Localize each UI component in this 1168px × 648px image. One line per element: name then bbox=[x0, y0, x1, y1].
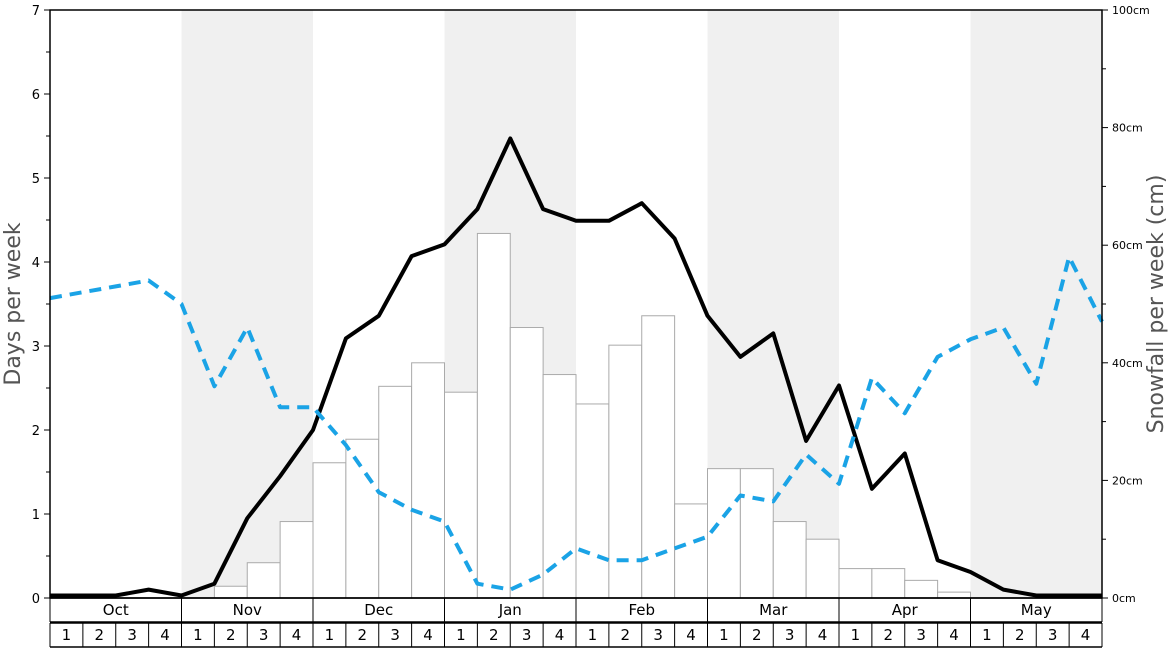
week-label: 1 bbox=[851, 626, 861, 644]
week-label: 4 bbox=[686, 626, 696, 644]
month-label-dec: Dec bbox=[364, 601, 393, 619]
month-label-jan: Jan bbox=[498, 601, 522, 619]
solid-line-series bbox=[50, 136, 1102, 598]
snowfall-bar bbox=[542, 374, 577, 599]
week-label: 1 bbox=[719, 626, 729, 644]
month-shade-may bbox=[970, 10, 1102, 598]
snowfall-bar bbox=[476, 232, 511, 599]
week-label: 4 bbox=[423, 626, 433, 644]
week-label: 2 bbox=[1015, 626, 1025, 644]
snowfall-bar bbox=[739, 468, 774, 599]
left-axis-title: Days per week bbox=[1, 222, 26, 385]
snowfall-bar bbox=[871, 568, 906, 599]
right-tick-label: 80cm bbox=[1112, 122, 1143, 135]
snowfall-bar bbox=[707, 468, 741, 599]
left-tick-label: 4 bbox=[32, 256, 40, 271]
snowfall-bar bbox=[411, 362, 445, 599]
snowfall-bar bbox=[213, 585, 248, 599]
week-label: 4 bbox=[555, 626, 565, 644]
week-label: 3 bbox=[916, 626, 926, 644]
left-tick-label: 2 bbox=[32, 424, 40, 439]
right-tick-label: 100cm bbox=[1112, 4, 1150, 17]
snowfall-bar bbox=[279, 521, 314, 599]
left-tick-label: 6 bbox=[32, 88, 40, 103]
snowfall-bar bbox=[805, 538, 840, 599]
month-shade-nov bbox=[181, 10, 313, 598]
right-axis-title: Snowfall per week (cm) bbox=[1144, 175, 1168, 434]
week-label: 2 bbox=[358, 626, 368, 644]
week-label: 3 bbox=[259, 626, 269, 644]
week-label: 3 bbox=[653, 626, 663, 644]
right-tick-label: 60cm bbox=[1112, 239, 1143, 252]
snowfall-bar bbox=[674, 503, 708, 599]
snowfall-bar bbox=[838, 568, 873, 599]
snowfall-bar bbox=[641, 315, 676, 599]
snowfall-bar bbox=[904, 579, 939, 599]
month-label-may: May bbox=[1021, 601, 1052, 619]
month-label-nov: Nov bbox=[233, 601, 262, 619]
right-axis: 0cm 20cm 40cm 60cm 80cm 100cm bbox=[1102, 4, 1150, 605]
week-label: 1 bbox=[325, 626, 335, 644]
week-label: 4 bbox=[292, 626, 302, 644]
snowfall-bar bbox=[312, 462, 347, 599]
week-label: 2 bbox=[226, 626, 236, 644]
left-tick-label: 5 bbox=[32, 172, 40, 187]
left-tick-label: 7 bbox=[32, 4, 40, 19]
month-label-apr: Apr bbox=[892, 601, 919, 619]
week-label: 4 bbox=[818, 626, 828, 644]
snowfall-bar bbox=[345, 438, 380, 599]
week-label: 2 bbox=[95, 626, 105, 644]
month-label-mar: Mar bbox=[759, 601, 788, 619]
week-label: 4 bbox=[160, 626, 170, 644]
week-label: 2 bbox=[489, 626, 499, 644]
left-tick-label: 0 bbox=[32, 592, 40, 607]
snowfall-bar bbox=[509, 327, 544, 599]
week-label: 3 bbox=[390, 626, 400, 644]
week-label: 3 bbox=[522, 626, 532, 644]
week-label: 2 bbox=[884, 626, 894, 644]
snowfall-bars bbox=[213, 232, 971, 599]
x-axis: Oct 1 2 3 4 Nov 1 2 3 4 Dec 1 2 3 4 Jan 1 2 3 4 Feb 1 2 3 4 Mar 1 2… bbox=[49, 597, 1103, 648]
day-lines bbox=[49, 136, 1104, 598]
week-label: 1 bbox=[982, 626, 992, 644]
snowfall-bar bbox=[444, 391, 478, 599]
snowfall-bar bbox=[937, 591, 971, 599]
month-label-feb: Feb bbox=[628, 601, 655, 619]
snowfall-bar bbox=[772, 521, 807, 599]
week-label: 1 bbox=[456, 626, 466, 644]
left-axis: 0 1 2 3 4 5 6 7 bbox=[32, 4, 50, 607]
right-tick-label: 20cm bbox=[1112, 474, 1143, 487]
snowfall-bar bbox=[246, 562, 281, 599]
week-label: 2 bbox=[621, 626, 631, 644]
month-label-oct: Oct bbox=[103, 601, 129, 619]
snowfall-bar bbox=[575, 403, 610, 599]
week-label: 1 bbox=[588, 626, 598, 644]
week-label: 3 bbox=[1048, 626, 1058, 644]
left-tick-label: 1 bbox=[32, 508, 40, 523]
week-label: 2 bbox=[752, 626, 762, 644]
week-label: 4 bbox=[1081, 626, 1091, 644]
week-label: 4 bbox=[949, 626, 959, 644]
right-tick-label: 40cm bbox=[1112, 357, 1143, 370]
week-label: 3 bbox=[127, 626, 137, 644]
dashed-line-series bbox=[49, 255, 1104, 592]
week-label: 3 bbox=[785, 626, 795, 644]
week-label: 1 bbox=[193, 626, 203, 644]
week-label: 1 bbox=[62, 626, 72, 644]
snowfall-bar bbox=[608, 344, 643, 599]
left-tick-label: 3 bbox=[32, 340, 40, 355]
snowfall-bar bbox=[378, 385, 413, 599]
right-tick-label: 0cm bbox=[1112, 592, 1136, 605]
